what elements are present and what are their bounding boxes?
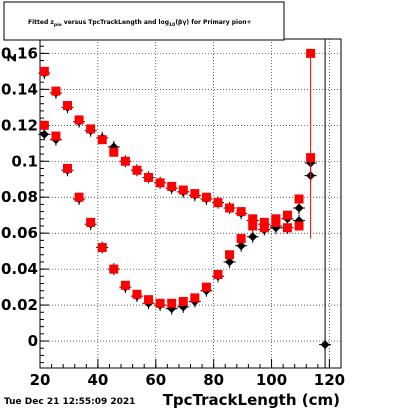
red-square-marker — [132, 289, 142, 299]
red-square-marker — [97, 135, 107, 145]
red-square-marker — [120, 156, 130, 166]
red-square-marker — [132, 165, 142, 175]
red-square-marker — [39, 120, 49, 130]
y-tick-label: 0.08 — [1, 188, 38, 206]
red-square-marker — [97, 243, 107, 253]
red-square-marker — [213, 198, 223, 208]
red-square-marker — [74, 192, 84, 202]
black-diamond-marker — [246, 230, 259, 243]
red-square-marker — [190, 189, 200, 199]
red-square-marker — [39, 66, 49, 76]
red-square-marker — [120, 280, 130, 290]
red-square-marker — [236, 207, 246, 217]
red-square-marker — [155, 178, 165, 188]
red-square-marker — [51, 86, 61, 96]
y-tick-label: 0.04 — [1, 260, 38, 278]
y-tick-label: 0.14 — [1, 80, 38, 98]
date-stamp: Tue Dec 21 12:55:09 2021 — [4, 397, 135, 407]
red-square-marker — [144, 172, 154, 182]
y-axis-ticks: 0 0.02 0.04 0.06 0.08 0.1 0.12 0.14 0.16 — [1, 44, 49, 364]
red-square-marker — [201, 282, 211, 292]
title-box — [3, 1, 285, 41]
y-tick-label: 0.02 — [1, 296, 38, 314]
y-tick-label: 0 — [28, 332, 38, 350]
x-tick-label: 60 — [145, 371, 166, 389]
y-tick-label: 0.12 — [1, 116, 38, 134]
red-square-marker — [109, 147, 119, 157]
red-square-marker — [178, 296, 188, 306]
red-square-marker — [282, 210, 292, 220]
x-axis-title: TpcTrackLength (cm) — [163, 391, 340, 409]
red-square-marker — [259, 223, 269, 233]
red-square-marker — [155, 298, 165, 308]
red-square-marker — [225, 250, 235, 260]
x-tick-label: 40 — [87, 371, 108, 389]
data-markers — [38, 39, 332, 368]
red-square-marker — [109, 264, 119, 274]
y-tick-label: 0.06 — [1, 224, 38, 242]
red-square-marker — [248, 221, 258, 231]
red-square-marker — [294, 221, 304, 231]
red-square-marker — [51, 131, 61, 141]
red-square-marker — [167, 298, 177, 308]
x-tick-label: 100 — [256, 371, 287, 389]
red-square-marker — [86, 217, 96, 227]
red-square-marker — [236, 234, 246, 244]
y-tick-label: 0.1 — [11, 152, 38, 170]
red-square-marker — [62, 163, 72, 173]
chart-title: Fitted zpio versus TpcTrackLength and lo… — [28, 19, 252, 28]
red-square-marker — [271, 217, 281, 227]
red-square-marker — [213, 270, 223, 280]
black-diamond-marker — [293, 201, 306, 214]
black-diamond-marker — [38, 128, 51, 141]
red-square-marker — [74, 115, 84, 125]
red-square-marker — [144, 295, 154, 305]
x-tick-label: 80 — [203, 371, 224, 389]
red-square-marker — [225, 203, 235, 213]
y-axis-title: z — [2, 53, 20, 62]
red-square-marker — [62, 101, 72, 111]
red-square-marker — [294, 194, 304, 204]
y-tick-label: 0.16 — [1, 44, 38, 62]
red-square-marker — [201, 192, 211, 202]
x-tick-label: 20 — [30, 371, 51, 389]
grid-lines — [39, 39, 341, 368]
red-square-marker — [282, 223, 292, 233]
x-tick-label: 120 — [314, 371, 345, 389]
red-square-marker — [167, 181, 177, 191]
red-square-marker — [86, 124, 96, 134]
red-square-marker — [259, 217, 269, 227]
red-square-marker — [178, 185, 188, 195]
x-axis-ticks: 20 40 60 80 100 120 — [30, 359, 345, 389]
red-square-marker — [248, 214, 258, 224]
red-square-marker — [190, 293, 200, 303]
